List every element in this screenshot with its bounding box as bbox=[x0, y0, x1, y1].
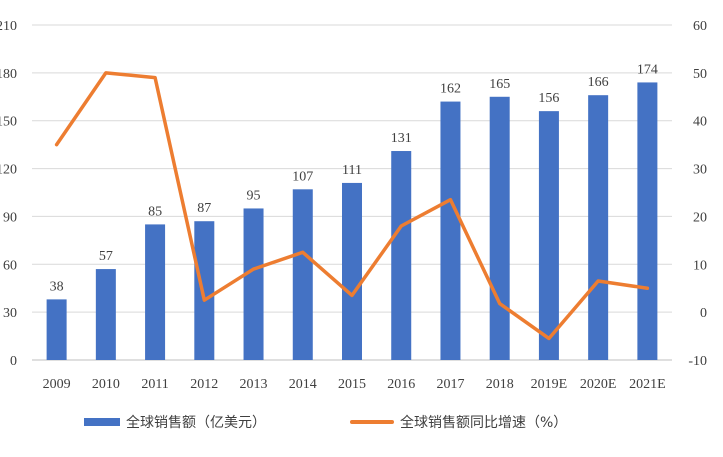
left-tick-label: 150 bbox=[0, 115, 17, 130]
bar-2019E bbox=[538, 111, 559, 361]
x-tick-label: 2009 bbox=[43, 377, 71, 392]
left-tick-label: 120 bbox=[0, 163, 17, 178]
right-tick-label: 40 bbox=[693, 115, 707, 130]
growth-point-2016 bbox=[399, 224, 403, 228]
bar-2009 bbox=[46, 299, 67, 360]
bar-value-label: 38 bbox=[50, 279, 64, 294]
bar-2017 bbox=[440, 101, 461, 361]
growth-point-2014 bbox=[301, 250, 305, 254]
x-tick-label: 2011 bbox=[141, 377, 168, 392]
bar-value-label: 87 bbox=[197, 201, 211, 216]
left-tick-label: 180 bbox=[0, 67, 17, 82]
right-tick-label: 30 bbox=[693, 163, 707, 178]
growth-point-2010 bbox=[104, 71, 108, 75]
x-tick-label: 2013 bbox=[240, 377, 268, 392]
growth-point-2020E bbox=[596, 279, 600, 283]
bar-value-label: 174 bbox=[637, 62, 658, 77]
x-tick-label: 2021E bbox=[629, 377, 666, 392]
bar-value-label: 57 bbox=[99, 249, 113, 264]
bar-value-label: 165 bbox=[489, 77, 510, 92]
left-tick-label: 90 bbox=[3, 210, 17, 225]
bar-value-label: 156 bbox=[538, 91, 559, 106]
bar-2018 bbox=[489, 96, 510, 361]
growth-point-2017 bbox=[448, 198, 452, 202]
x-tick-label: 2015 bbox=[338, 377, 366, 392]
growth-point-2009 bbox=[55, 143, 59, 147]
x-tick-label: 2010 bbox=[92, 377, 120, 392]
legend-line-label: 全球销售额同比增速（%） bbox=[400, 414, 567, 431]
right-tick-label: 60 bbox=[693, 19, 707, 34]
growth-point-2012 bbox=[202, 298, 206, 302]
right-tick-label: 10 bbox=[693, 258, 707, 273]
growth-point-2015 bbox=[350, 293, 354, 297]
bar-value-label: 166 bbox=[588, 75, 609, 90]
bar-2015 bbox=[342, 182, 362, 360]
bar-2016 bbox=[391, 151, 412, 360]
legend: 全球销售额（亿美元） 全球销售额同比增速（%） bbox=[84, 414, 567, 431]
x-tick-label: 2016 bbox=[387, 377, 415, 392]
growth-point-2019E bbox=[547, 336, 551, 340]
left-tick-label: 60 bbox=[3, 258, 17, 273]
x-tick-label: 2018 bbox=[486, 377, 514, 392]
x-tick-label: 2012 bbox=[190, 377, 218, 392]
left-tick-label: 0 bbox=[10, 354, 17, 369]
legend-bar-swatch bbox=[84, 418, 120, 426]
right-tick-label: 20 bbox=[693, 210, 707, 225]
x-tick-label: 2017 bbox=[436, 377, 464, 392]
growth-point-2021E bbox=[645, 286, 649, 290]
x-tick-label: 2020E bbox=[580, 377, 617, 392]
bar-value-label: 95 bbox=[247, 188, 261, 203]
growth-point-2013 bbox=[252, 267, 256, 271]
bar-2021E bbox=[637, 82, 658, 360]
growth-point-2018 bbox=[498, 302, 502, 306]
bar-2011 bbox=[145, 224, 166, 360]
bar-2014 bbox=[292, 189, 313, 360]
bar-value-label: 131 bbox=[391, 131, 412, 146]
right-tick-label: -10 bbox=[688, 354, 707, 369]
legend-bar-label: 全球销售额（亿美元） bbox=[126, 414, 266, 431]
growth-point-2011 bbox=[153, 76, 157, 80]
x-tick-label: 2014 bbox=[289, 377, 317, 392]
bar-value-label: 162 bbox=[440, 82, 461, 97]
left-tick-label: 30 bbox=[3, 306, 17, 321]
left-tick-label: 210 bbox=[0, 19, 17, 34]
bar-value-label: 85 bbox=[148, 204, 162, 219]
bar-value-label: 111 bbox=[342, 163, 362, 178]
bar-2020E bbox=[588, 95, 609, 360]
bar-value-label: 107 bbox=[292, 169, 313, 184]
right-tick-label: 0 bbox=[700, 306, 707, 321]
bar-2013 bbox=[243, 208, 264, 360]
bar-2012 bbox=[194, 221, 215, 360]
bar-2010 bbox=[95, 269, 116, 360]
right-tick-label: 50 bbox=[693, 67, 707, 82]
x-tick-label: 2019E bbox=[531, 377, 568, 392]
